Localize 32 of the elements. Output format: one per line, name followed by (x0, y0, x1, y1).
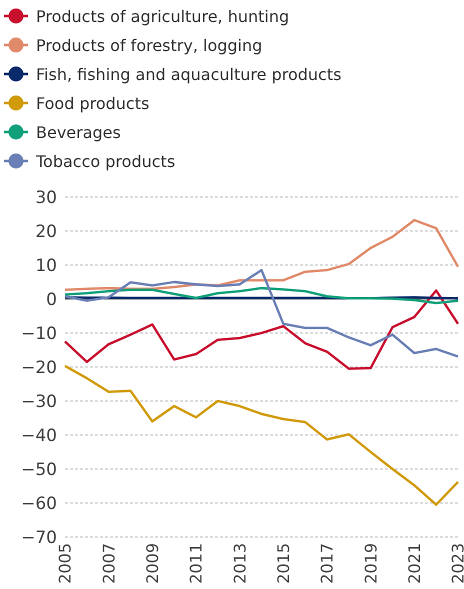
y-tick-label: 30 (35, 188, 57, 208)
x-tick-label: 2011 (186, 543, 206, 584)
legend-label: Tobacco products (35, 152, 176, 171)
y-tick-label: 10 (35, 256, 57, 276)
y-tick-label: 20 (35, 222, 57, 242)
y-tick-label: −10 (21, 324, 57, 344)
y-tick-label: −20 (21, 358, 57, 378)
line-series (64, 286, 460, 304)
legend-label: Fish, fishing and aquaculture products (36, 65, 342, 84)
y-tick-label: −70 (21, 528, 57, 548)
legend-label: Beverages (36, 123, 121, 142)
x-tick-label: 2017 (318, 543, 337, 584)
line-series (64, 364, 460, 506)
x-tick-label: 2019 (361, 543, 380, 584)
legend-label: Products of agriculture, hunting (36, 7, 290, 26)
x-tick-label: 2023 (448, 543, 464, 584)
y-tick-label: −40 (21, 426, 57, 446)
x-tick-label: 2015 (274, 543, 293, 584)
y-tick-label: 0 (46, 290, 57, 310)
x-tick-label: 2013 (230, 543, 250, 584)
line-series (64, 218, 460, 292)
line-series (64, 289, 460, 370)
x-tick-label: 2005 (56, 543, 75, 584)
x-tick-label: 2009 (142, 543, 162, 584)
line-series (64, 268, 460, 358)
legend-label: Products of forestry, logging (36, 36, 262, 55)
x-tick-label: 2007 (99, 543, 118, 584)
y-tick-label: −60 (21, 494, 57, 514)
legend-label: Food products (36, 94, 150, 113)
y-tick-label: −30 (21, 392, 57, 412)
x-tick-label: 2021 (404, 543, 424, 584)
y-tick-label: −50 (21, 460, 57, 480)
